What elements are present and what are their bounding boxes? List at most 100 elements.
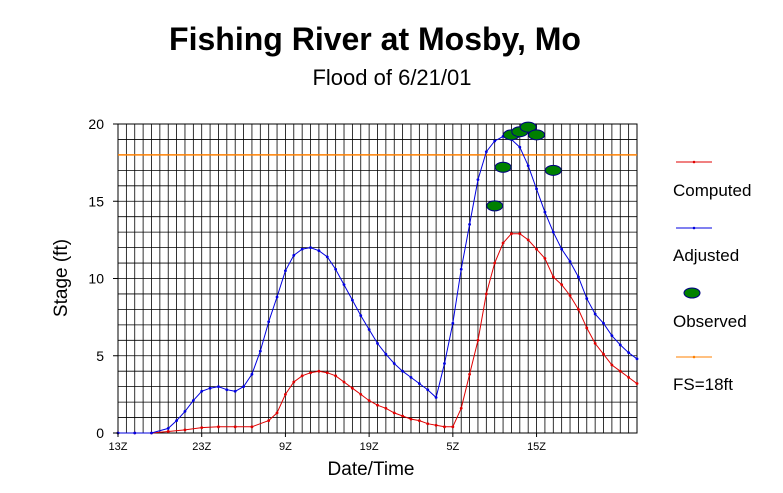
adjusted-point bbox=[275, 295, 279, 299]
adjusted-point bbox=[610, 334, 614, 338]
adjusted-point bbox=[217, 385, 220, 389]
legend-marker-adjusted bbox=[692, 226, 696, 230]
adjusted-point bbox=[359, 314, 363, 317]
computed-point bbox=[618, 369, 622, 373]
computed-point bbox=[342, 380, 346, 384]
adjusted-point bbox=[384, 352, 388, 356]
computed-point bbox=[275, 411, 279, 415]
computed-point bbox=[417, 419, 421, 423]
adjusted-point bbox=[560, 247, 564, 251]
adjusted-point bbox=[208, 386, 212, 390]
adjusted-point bbox=[309, 246, 312, 250]
adjusted-point bbox=[242, 385, 245, 389]
adjusted-line bbox=[118, 135, 638, 434]
observed-point bbox=[519, 121, 537, 133]
adjusted-point bbox=[493, 139, 497, 143]
adjusted-point bbox=[535, 187, 538, 191]
computed-point bbox=[602, 352, 605, 356]
adjusted-point bbox=[417, 382, 421, 385]
computed-point bbox=[284, 392, 287, 396]
adjusted-point bbox=[376, 341, 379, 345]
adjusted-point bbox=[593, 312, 597, 316]
adjusted-point bbox=[300, 247, 304, 251]
observed-point bbox=[494, 161, 512, 173]
computed-point bbox=[367, 399, 371, 402]
adjusted-point bbox=[484, 150, 488, 154]
observed-points bbox=[486, 121, 562, 212]
x-tick-label: 9Z bbox=[279, 441, 292, 453]
computed-point bbox=[267, 419, 271, 423]
computed-point bbox=[350, 386, 354, 390]
x-axis-label: Date/Time bbox=[328, 459, 415, 480]
computed-point bbox=[317, 369, 321, 373]
computed-point bbox=[610, 363, 614, 367]
computed-point bbox=[217, 425, 220, 429]
y-tick-label: 5 bbox=[96, 348, 104, 364]
adjusted-point bbox=[627, 351, 631, 355]
adjusted-point bbox=[183, 409, 187, 413]
legend-item-flood-stage: FS=18ft bbox=[673, 355, 733, 394]
computed-point bbox=[585, 326, 589, 330]
chart-subtitle: Flood of 6/21/01 bbox=[312, 65, 471, 90]
adjusted-point bbox=[434, 396, 438, 399]
series-lines bbox=[116, 134, 639, 435]
adjusted-point bbox=[577, 275, 580, 279]
grid-lines bbox=[117, 123, 638, 434]
adjusted-point bbox=[342, 283, 346, 287]
computed-point bbox=[518, 232, 522, 236]
computed-point bbox=[484, 292, 488, 296]
computed-point bbox=[233, 425, 237, 429]
computed-point bbox=[334, 374, 338, 378]
adjusted-point bbox=[225, 388, 229, 392]
adjusted-point bbox=[350, 298, 354, 302]
legend-label-observed: Observed bbox=[673, 312, 747, 331]
adjusted-point bbox=[468, 223, 471, 226]
adjusted-point bbox=[518, 145, 522, 149]
computed-point bbox=[392, 411, 396, 415]
computed-point bbox=[635, 382, 639, 385]
observed-point bbox=[544, 164, 562, 176]
adjusted-point bbox=[258, 349, 262, 353]
computed-point bbox=[376, 403, 379, 407]
adjusted-point bbox=[200, 389, 204, 393]
y-axis-label: Stage (ft) bbox=[51, 239, 72, 317]
adjusted-point bbox=[618, 343, 622, 347]
y-tick-label: 0 bbox=[96, 425, 104, 441]
computed-point bbox=[309, 371, 312, 375]
adjusted-point bbox=[191, 399, 195, 402]
legend-item-computed: Computed bbox=[673, 160, 751, 200]
adjusted-point bbox=[476, 178, 480, 182]
x-tick-label: 5Z bbox=[446, 441, 459, 453]
computed-point bbox=[183, 428, 187, 432]
legend-marker-flood-stage bbox=[692, 355, 696, 359]
adjusted-point bbox=[233, 389, 237, 393]
x-tick-label: 13Z bbox=[109, 441, 128, 453]
adjusted-point bbox=[317, 249, 321, 253]
legend-label-adjusted: Adjusted bbox=[673, 246, 739, 265]
x-tick-label: 15Z bbox=[527, 441, 546, 453]
x-axis-ticks: 13Z 23Z 9Z 19Z 5Z 15Z bbox=[109, 433, 546, 453]
adjusted-point bbox=[635, 357, 639, 361]
computed-point bbox=[568, 294, 572, 297]
adjusted-point bbox=[568, 260, 572, 263]
adjusted-point bbox=[250, 372, 254, 376]
adjusted-point bbox=[602, 321, 605, 325]
computed-point bbox=[384, 406, 388, 410]
observed-point bbox=[486, 200, 504, 212]
computed-point bbox=[510, 232, 513, 236]
x-tick-label: 19Z bbox=[360, 441, 379, 453]
legend-label-flood-stage: FS=18ft bbox=[673, 375, 733, 394]
computed-point bbox=[250, 425, 254, 429]
adjusted-point bbox=[325, 255, 329, 259]
computed-point bbox=[627, 375, 631, 379]
computed-point bbox=[401, 414, 405, 418]
computed-point bbox=[200, 426, 204, 429]
legend: Computed Adjusted Observed FS=18ft bbox=[673, 160, 751, 394]
computed-point bbox=[434, 423, 438, 427]
legend-label-computed: Computed bbox=[673, 181, 751, 200]
adjusted-point bbox=[401, 369, 405, 373]
legend-item-adjusted: Adjusted bbox=[673, 226, 739, 265]
y-tick-label: 15 bbox=[88, 193, 104, 209]
legend-marker-computed bbox=[692, 160, 696, 164]
